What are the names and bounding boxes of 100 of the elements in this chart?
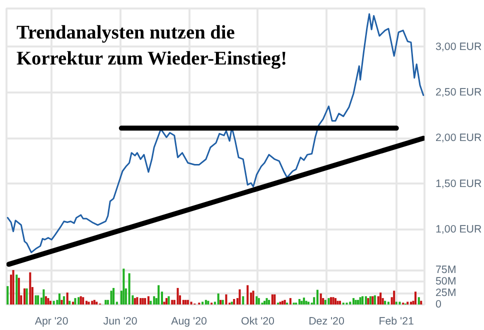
line-series <box>6 13 424 254</box>
bar <box>128 273 130 304</box>
bar <box>362 296 364 304</box>
bar <box>352 298 355 304</box>
bar <box>16 274 18 304</box>
bar <box>217 293 220 304</box>
bar <box>42 289 45 304</box>
bar <box>18 278 20 304</box>
bar <box>316 290 318 304</box>
bar <box>66 292 68 304</box>
bar <box>246 285 249 304</box>
bar <box>398 302 401 304</box>
bar <box>72 302 74 304</box>
bar <box>91 300 94 304</box>
bar <box>168 296 170 304</box>
bar <box>88 302 90 304</box>
bar <box>233 298 236 304</box>
bar <box>349 302 352 304</box>
bar <box>377 296 380 304</box>
y2-tick-label: 25M <box>436 287 456 300</box>
y-tick-label: 2,00 EUR <box>436 132 482 144</box>
bar <box>258 298 260 304</box>
bar <box>165 298 168 304</box>
bar <box>147 296 150 304</box>
bar <box>163 302 166 304</box>
bar <box>320 293 322 304</box>
bar <box>29 272 32 304</box>
bar <box>182 300 184 304</box>
bar <box>82 297 84 304</box>
y-tick-label: 2,50 EUR <box>436 86 482 99</box>
bar <box>104 300 107 304</box>
x-tick-label: Aug '20 <box>171 316 207 328</box>
bar <box>47 298 50 304</box>
bar <box>263 300 266 304</box>
bar <box>158 285 160 304</box>
bar <box>49 300 52 304</box>
bar <box>68 300 71 304</box>
x-tick-label: Jun '20 <box>103 316 138 328</box>
text: Trendanalysten nutzen die Korrektur zum Wieder-Einstieg! <box>16 22 288 70</box>
bar <box>186 300 189 304</box>
bar <box>85 300 88 304</box>
bar <box>418 297 420 304</box>
bar <box>284 300 286 304</box>
bar <box>271 294 274 304</box>
y2-tick-label: 0 <box>436 298 442 310</box>
bar <box>171 300 174 304</box>
bar <box>37 295 40 304</box>
bar <box>410 302 412 304</box>
bar <box>282 300 284 304</box>
bar <box>140 298 142 304</box>
bar <box>300 300 303 304</box>
bar <box>406 302 409 304</box>
bar <box>58 293 60 304</box>
bar <box>384 300 386 304</box>
bar <box>266 298 268 304</box>
bar <box>6 286 9 304</box>
bar <box>336 300 339 304</box>
bar <box>153 296 156 304</box>
bar <box>334 298 337 304</box>
bar <box>395 302 398 304</box>
bar <box>274 294 276 304</box>
bar <box>142 298 144 304</box>
bar <box>52 300 55 304</box>
bar <box>420 300 422 304</box>
bar <box>207 300 210 304</box>
bar <box>110 290 112 304</box>
bar <box>307 302 310 304</box>
x-tick-label: Okt '20 <box>241 316 275 328</box>
bar <box>60 300 63 304</box>
bar <box>136 297 138 304</box>
bar <box>242 296 244 304</box>
bar <box>204 300 207 304</box>
bar <box>93 300 96 304</box>
bar <box>12 270 14 304</box>
bar <box>184 300 187 304</box>
bar <box>176 288 179 304</box>
x-tick-label: Feb '21 <box>378 316 414 328</box>
bar <box>302 298 305 304</box>
bar <box>305 300 308 304</box>
bar <box>256 296 258 304</box>
bar <box>122 268 125 304</box>
x-tick-label: Apr '20 <box>34 316 68 328</box>
bar <box>134 298 136 304</box>
bar <box>268 300 270 304</box>
bar <box>252 290 254 304</box>
y2-tick-label: 75M <box>436 264 456 276</box>
bar <box>364 296 367 304</box>
x-tick-label: Dez '20 <box>308 316 344 328</box>
bar <box>44 296 47 304</box>
bar <box>414 292 416 304</box>
bar <box>387 302 390 304</box>
bar <box>298 298 300 304</box>
y-tick-label: 3,00 EUR <box>436 40 482 53</box>
bar <box>332 297 334 304</box>
bar <box>380 292 382 304</box>
bar <box>34 295 37 304</box>
bar <box>357 300 360 304</box>
bar <box>202 302 204 304</box>
bar <box>359 297 362 304</box>
bar <box>112 288 115 304</box>
